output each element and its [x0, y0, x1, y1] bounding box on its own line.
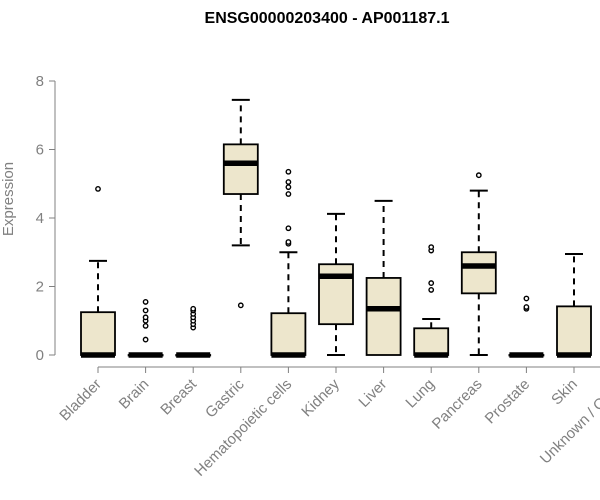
outlier-point [428, 244, 435, 251]
x-tick-label: Brain [116, 376, 153, 413]
outlier-point [285, 179, 292, 185]
outlier-point [142, 322, 149, 329]
y-axis: 0 2 4 6 8 [36, 73, 56, 364]
x-tick-label: Lung [402, 376, 438, 412]
outlier-point [190, 305, 197, 312]
outlier-point [237, 302, 244, 309]
outlier-point [95, 185, 101, 192]
outlier-point [475, 172, 482, 179]
outlier-point [523, 304, 530, 310]
outlier-point [142, 336, 149, 343]
box-10 [508, 295, 545, 358]
outlier-point [285, 191, 292, 197]
outlier-point [142, 314, 149, 321]
outlier-point [428, 287, 435, 293]
outlier-point [285, 168, 292, 175]
box-iqr [460, 251, 497, 295]
outlier-point [142, 299, 149, 305]
box-iqr [413, 327, 450, 356]
box-5 [270, 168, 307, 358]
outlier-point [428, 280, 435, 286]
box-iqr [222, 143, 259, 195]
box-2 [127, 299, 164, 358]
box-9 [460, 172, 497, 356]
box-iqr [318, 263, 354, 326]
chart-title: ENSG00000203400 - AP001187.1 [205, 10, 450, 27]
x-tick-label: Breast [157, 375, 200, 418]
x-tick-label: Pancreas [429, 376, 486, 433]
outlier-point [285, 239, 292, 245]
box-8 [413, 244, 450, 358]
box-iqr [556, 305, 592, 356]
box-1 [80, 185, 116, 358]
box-4 [222, 98, 259, 309]
x-tick-label: Liver [355, 376, 390, 411]
x-tick-label: Gastric [202, 375, 248, 421]
box-series [80, 98, 592, 358]
box-iqr [365, 277, 402, 356]
box-7 [365, 199, 402, 356]
box-11 [556, 252, 592, 358]
y-tick-label: 6 [36, 142, 44, 159]
x-tick-label: Skin [548, 376, 581, 409]
box-6 [318, 212, 354, 356]
outlier-point [285, 225, 292, 232]
x-tick-label: Bladder [56, 376, 105, 425]
y-tick-label: 8 [36, 73, 44, 90]
outlier-point [142, 307, 149, 314]
box-iqr [270, 312, 307, 356]
x-tick-label: Prostate [482, 376, 534, 428]
y-tick-label: 4 [36, 210, 44, 227]
y-axis-label: Expression [0, 162, 17, 236]
box-iqr [80, 311, 116, 356]
box-3 [175, 305, 212, 358]
outlier-point [285, 184, 292, 191]
x-tick-label: Kidney [298, 375, 343, 420]
y-tick-label: 2 [36, 279, 44, 296]
y-tick-label: 0 [36, 347, 44, 364]
outlier-point [523, 295, 530, 302]
